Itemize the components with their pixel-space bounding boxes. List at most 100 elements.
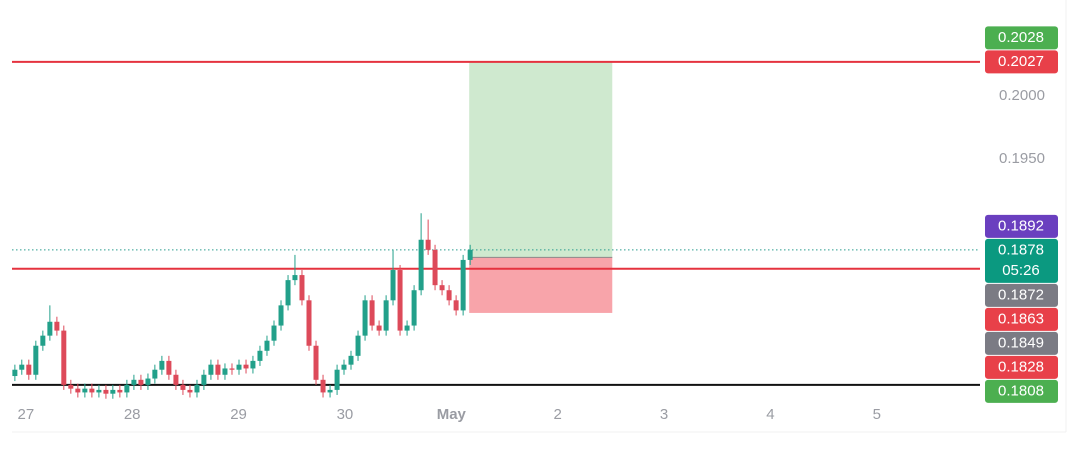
candle-body <box>341 364 347 370</box>
candle-body <box>271 325 277 341</box>
price-label-box <box>985 283 1058 307</box>
x-tick-label: 29 <box>230 406 247 423</box>
candle-body <box>173 374 179 385</box>
candle-body <box>117 389 123 393</box>
price-label: 0.2027 <box>998 53 1044 70</box>
y-tick-label: 0.1950 <box>999 150 1045 167</box>
candle-body <box>278 305 284 326</box>
candle-body <box>75 388 81 393</box>
candle-body <box>187 389 193 393</box>
candle-body <box>131 379 137 385</box>
candle-body <box>201 374 207 385</box>
countdown: 05:26 <box>1002 262 1040 279</box>
candle-body <box>355 335 361 356</box>
price-label-box <box>985 379 1058 403</box>
price-label: 0.1863 <box>998 310 1044 327</box>
candle-body <box>145 378 151 385</box>
candle-body <box>257 350 263 361</box>
x-tick-label: 30 <box>337 406 354 423</box>
candle-body <box>460 259 466 311</box>
candle-body <box>47 321 53 336</box>
price-label-box <box>985 214 1058 238</box>
candle-body <box>82 388 88 393</box>
candle-body <box>26 364 32 375</box>
candle-body <box>194 384 200 393</box>
candle-body <box>264 340 270 351</box>
candle-body <box>19 364 25 370</box>
candle-body <box>432 249 438 286</box>
candle-body <box>215 364 221 375</box>
x-tick-label: 2 <box>554 406 562 423</box>
candle-body <box>208 364 214 375</box>
candle-body <box>362 300 368 336</box>
candle-body <box>250 360 256 369</box>
candle-body <box>397 270 403 331</box>
price-label: 0.1849 <box>998 334 1044 351</box>
candle-body <box>61 330 67 385</box>
candle-body <box>110 389 116 394</box>
x-tick-label: May <box>437 406 467 423</box>
price-label-box <box>985 238 1058 283</box>
candle-body <box>306 300 312 346</box>
candle-body <box>54 321 60 331</box>
price-label: 0.2028 <box>998 29 1044 46</box>
candle-body <box>453 300 459 311</box>
x-tick-label: 3 <box>660 406 668 423</box>
candle-body <box>411 290 417 326</box>
x-tick-label: 28 <box>124 406 141 423</box>
candle-body <box>299 275 305 301</box>
y-tick-label: 0.2000 <box>999 87 1045 104</box>
candle-body <box>425 239 431 250</box>
candle-body <box>96 389 102 393</box>
x-tick-label: 4 <box>766 406 774 423</box>
price-label-box <box>985 307 1058 331</box>
candle-body <box>320 379 326 393</box>
candle-body <box>152 369 158 379</box>
candle-body <box>313 345 319 380</box>
candle-body <box>138 379 144 385</box>
candle-body <box>229 368 235 370</box>
candle-body <box>467 249 473 260</box>
price-label-box <box>985 331 1058 355</box>
price-label: 0.1892 <box>998 217 1044 234</box>
candle-body <box>376 325 382 331</box>
candle-body <box>383 300 389 331</box>
price-label-box <box>985 26 1058 50</box>
candle-body <box>243 364 249 369</box>
price-label: 0.1872 <box>998 286 1044 303</box>
candle-body <box>285 280 291 306</box>
candle-body <box>12 369 18 377</box>
candle-body <box>418 239 424 291</box>
candle-body <box>89 388 95 393</box>
candle-body <box>446 290 452 301</box>
candle-body <box>40 335 46 346</box>
candle-body <box>236 364 242 370</box>
price-label-box <box>985 355 1058 379</box>
candle-body <box>166 360 172 375</box>
candle-body <box>33 345 39 375</box>
candle-body <box>124 384 130 393</box>
candle-body <box>103 389 109 394</box>
candle-body <box>390 270 396 301</box>
candle-body <box>180 384 186 390</box>
candle-body <box>348 355 354 365</box>
candle-body <box>222 368 228 375</box>
x-tick-label: 27 <box>17 406 34 423</box>
price-label: 0.1808 <box>998 382 1044 399</box>
x-tick-label: 5 <box>873 406 881 423</box>
profit-zone <box>469 61 613 258</box>
loss-zone <box>469 257 613 313</box>
candle-body <box>369 300 375 326</box>
candle-body <box>327 389 333 393</box>
candle-body <box>334 369 340 390</box>
candle-body <box>68 384 74 389</box>
candle-body <box>404 325 410 331</box>
price-label: 0.1878 <box>998 241 1044 258</box>
candle-body <box>159 360 165 370</box>
price-label: 0.1828 <box>998 358 1044 375</box>
price-label-box <box>985 50 1058 74</box>
candle-body <box>439 285 445 291</box>
candle-body <box>292 275 298 281</box>
